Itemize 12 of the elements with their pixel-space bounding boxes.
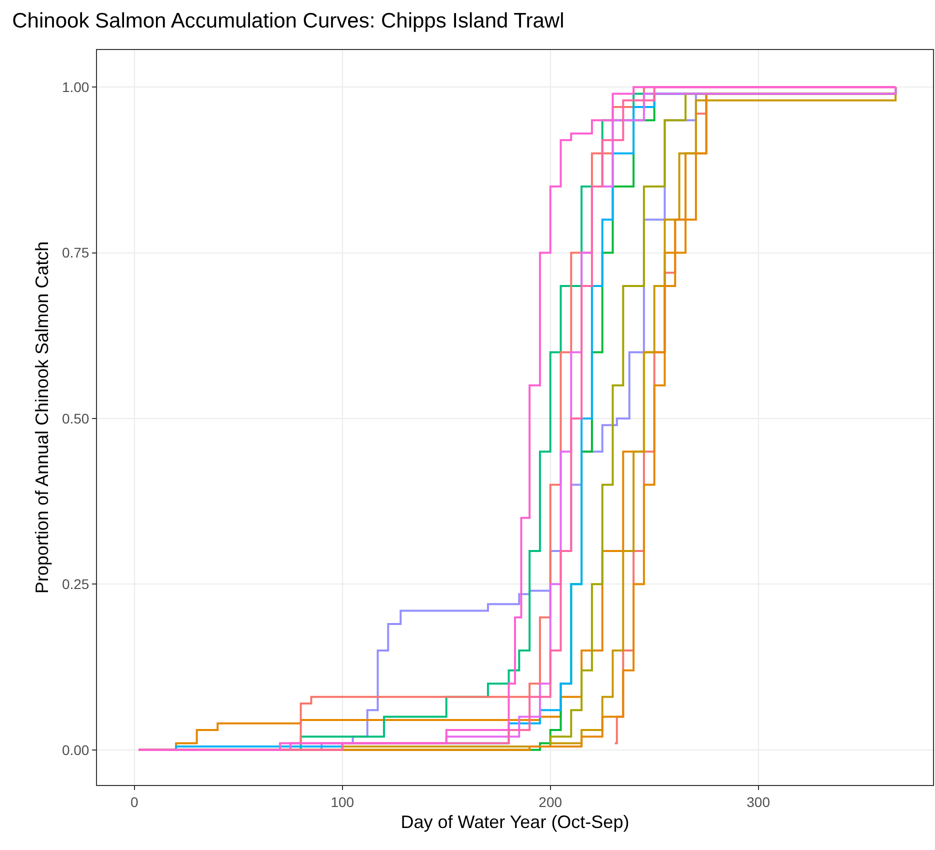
y-axis-title: Proportion of Annual Chinook Salmon Catch (32, 241, 52, 594)
y-tick-label: 1.00 (62, 79, 90, 96)
x-axis-title: Day of Water Year (Oct-Sep) (400, 812, 630, 832)
y-tick-label: 0.00 (62, 742, 90, 758)
x-tick-label: 300 (746, 794, 770, 810)
x-tick-label: 0 (130, 794, 139, 810)
y-tick-label: 0.25 (62, 576, 90, 592)
x-tick-label: 100 (330, 794, 354, 810)
chart-title: Chinook Salmon Accumulation Curves: Chipps Island Trawl (12, 9, 564, 32)
x-tick-label: 200 (538, 794, 562, 810)
y-tick-label: 0.75 (62, 244, 90, 261)
y-tick-label: 0.50 (62, 410, 90, 426)
